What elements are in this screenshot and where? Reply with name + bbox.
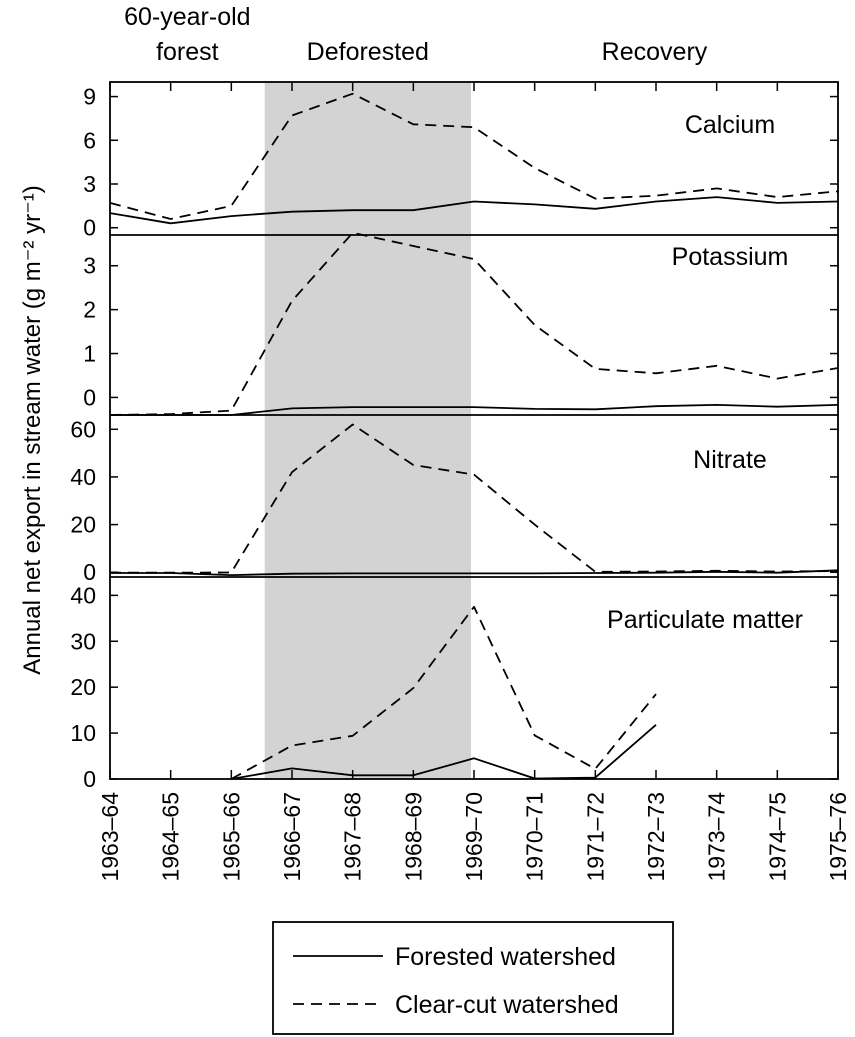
x-tick-label-1: 1964–65 <box>158 792 184 882</box>
x-tick-label-6: 1969–70 <box>461 792 487 882</box>
series-particulate-matter-clear-cut-watershed <box>230 605 657 780</box>
y-tick-label-particulate-matter-0: 0 <box>83 766 96 792</box>
y-tick-label-nitrate-40: 40 <box>70 464 96 490</box>
x-tick-label-3: 1966–67 <box>279 792 305 882</box>
x-tick-label-4: 1967–68 <box>340 792 366 882</box>
series-particulate-matter-forested-watershed <box>231 724 657 780</box>
plot-border <box>109 81 839 780</box>
y-tick-label-particulate-matter-30: 30 <box>70 628 96 654</box>
x-tick-label-11: 1974–75 <box>764 792 790 882</box>
x-tick-label-5: 1968–69 <box>400 792 426 882</box>
series-nitrate-clear-cut-watershed <box>110 423 839 574</box>
x-tick-label-12: 1975–76 <box>825 792 851 882</box>
x-tick-label-9: 1972–73 <box>643 792 669 882</box>
y-tick-label-calcium-3: 3 <box>83 171 96 197</box>
period-label-recovery: Recovery <box>602 38 708 66</box>
y-tick-label-calcium-6: 6 <box>83 127 96 153</box>
series-layer <box>109 92 839 780</box>
y-tick-label-nitrate-0: 0 <box>83 559 96 585</box>
panel-label-calcium: Calcium <box>685 111 775 139</box>
series-calcium-clear-cut-watershed <box>109 92 839 220</box>
x-tick-label-8: 1971–72 <box>582 792 608 882</box>
y-tick-label-calcium-0: 0 <box>83 215 96 241</box>
series-calcium-forested-watershed <box>109 196 839 225</box>
y-tick-label-potassium-0: 0 <box>83 384 96 410</box>
y-axis-label: Annual net export in stream water (g m⁻²… <box>19 185 46 675</box>
y-tick-label-potassium-1: 1 <box>83 341 96 367</box>
legend-box <box>272 921 674 1035</box>
y-tick-label-nitrate-60: 60 <box>70 416 96 442</box>
y-tick-label-particulate-matter-10: 10 <box>70 720 96 746</box>
text-layer: 60-year-old forest Deforested Recovery 0 3 6 9 C… <box>19 3 851 882</box>
x-tick-label-0: 1963–64 <box>97 792 123 882</box>
x-tick-label-2: 1965–66 <box>218 792 244 882</box>
y-tick-label-potassium-3: 3 <box>83 253 96 279</box>
series-nitrate-forested-watershed <box>110 569 839 576</box>
y-tick-label-nitrate-20: 20 <box>70 512 96 538</box>
legend-label-clear-cut-watershed: Clear-cut watershed <box>395 991 619 1019</box>
y-tick-label-calcium-9: 9 <box>83 84 96 110</box>
series-potassium-clear-cut-watershed <box>109 231 839 416</box>
x-tick-label-10: 1973–74 <box>704 792 730 882</box>
panel-label-particulate-matter: Particulate matter <box>607 606 803 634</box>
axes-frame-layer <box>109 81 839 780</box>
x-tick-label-7: 1970–71 <box>522 792 548 882</box>
period-label-deforested: Deforested <box>307 38 429 66</box>
panel-label-potassium: Potassium <box>672 243 789 271</box>
series-potassium-forested-watershed <box>110 403 839 416</box>
period-label-60-year-old-line-1: 60-year-old <box>124 3 250 31</box>
deforested-shading-layer <box>264 82 471 779</box>
y-tick-label-particulate-matter-20: 20 <box>70 674 96 700</box>
panel-label-nitrate: Nitrate <box>693 446 767 474</box>
legend: Forested watershed Clear-cut watershed <box>272 921 674 1035</box>
period-label-60-year-old-line-2: forest <box>156 38 219 66</box>
y-tick-label-particulate-matter-40: 40 <box>70 582 96 608</box>
y-tick-label-potassium-2: 2 <box>83 297 96 323</box>
deforested-shaded-region <box>264 82 471 779</box>
legend-label-forested-watershed: Forested watershed <box>395 943 616 971</box>
